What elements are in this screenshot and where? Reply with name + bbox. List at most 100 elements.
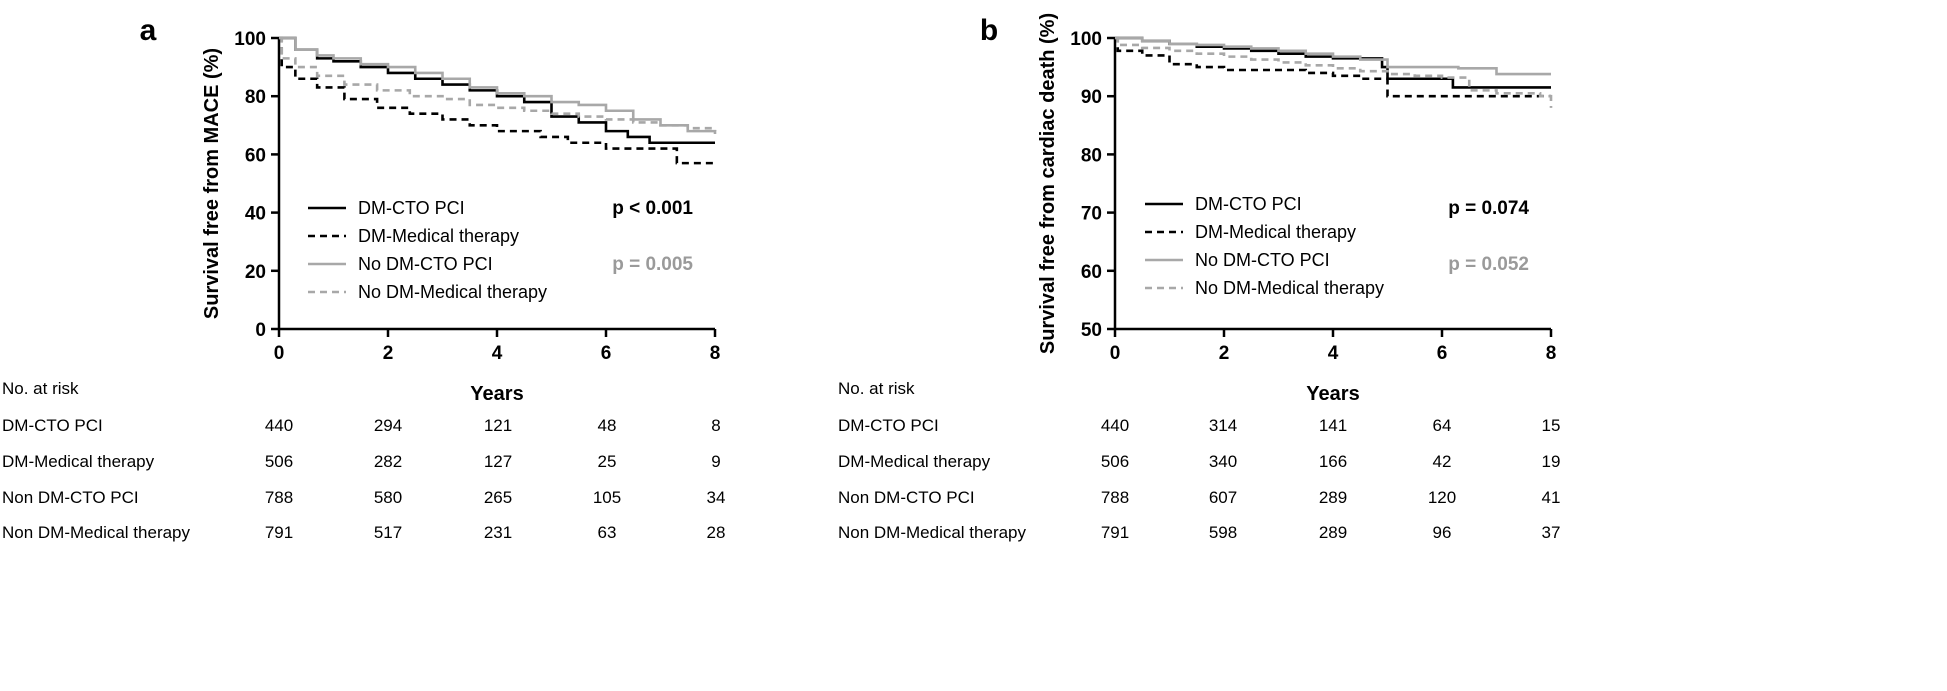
panel-label: a [140, 14, 157, 47]
series-line-no-dm-cto-pci [1115, 36, 1551, 76]
y-axis-title: Survival free from cardiac death (%) [1037, 13, 1059, 354]
y-tick-label: 20 [245, 262, 266, 283]
x-axis-title: Years [470, 383, 523, 405]
series-line-no-dm-medical-therapy [279, 36, 717, 132]
panel-a: a 0 20 40 60 80 100 0 2 4 6 8 Survival free from MAC… [2, 14, 725, 542]
risk-count: 28 [707, 523, 726, 542]
risk-count: 340 [1209, 452, 1237, 471]
risk-count: 141 [1319, 416, 1347, 435]
risk-count: 314 [1209, 416, 1237, 435]
risk-count: 788 [265, 488, 293, 507]
risk-count: 166 [1319, 452, 1347, 471]
y-tick-label: 100 [1070, 29, 1102, 50]
series-line-no-dm-cto-pci [279, 36, 717, 135]
p-value-label: p = 0.005 [612, 254, 693, 275]
x-tick-label: 6 [1437, 343, 1448, 364]
risk-count: 440 [265, 416, 293, 435]
risk-row-label: DM-CTO PCI [838, 416, 939, 435]
risk-count: 294 [374, 416, 402, 435]
risk-count: 265 [484, 488, 512, 507]
x-tick-label: 6 [601, 343, 612, 364]
risk-count: 517 [374, 523, 402, 542]
risk-count: 8 [711, 416, 720, 435]
legend-label-dm-cto-pci: DM-CTO PCI [1195, 194, 1302, 214]
y-tick-label: 60 [1081, 262, 1102, 283]
risk-count: 120 [1428, 488, 1456, 507]
risk-count: 64 [1433, 416, 1452, 435]
series-line-dm-medical-therapy [279, 36, 715, 165]
risk-count: 121 [484, 416, 512, 435]
y-tick-label: 50 [1081, 320, 1102, 341]
risk-count: 25 [598, 452, 617, 471]
risk-count: 42 [1433, 452, 1452, 471]
risk-count: 580 [374, 488, 402, 507]
p-value-label: p < 0.001 [612, 198, 693, 219]
y-tick-label: 40 [245, 204, 266, 225]
risk-count: 15 [1542, 416, 1561, 435]
risk-count: 289 [1319, 488, 1347, 507]
risk-row-label: Non DM-Medical therapy [2, 523, 191, 542]
series-line-dm-cto-pci [1115, 36, 1551, 89]
y-tick-label: 80 [1081, 145, 1102, 166]
panel-b: b 50 60 70 80 90 100 0 2 4 6 8 Survival free from ca… [838, 13, 1560, 542]
risk-count: 289 [1319, 523, 1347, 542]
risk-count: 506 [1101, 452, 1129, 471]
risk-row-label: Non DM-Medical therapy [838, 523, 1027, 542]
x-tick-label: 8 [1546, 343, 1557, 364]
risk-count: 607 [1209, 488, 1237, 507]
legend-label-no-dm-medical-therapy: No DM-Medical therapy [1195, 278, 1384, 298]
y-tick-label: 0 [255, 320, 266, 341]
risk-row-label: DM-CTO PCI [2, 416, 103, 435]
y-axis-title: Survival free from MACE (%) [201, 48, 223, 319]
risk-count: 63 [598, 523, 617, 542]
x-axis-title: Years [1306, 383, 1359, 405]
panel-label: b [980, 14, 998, 47]
risk-count: 127 [484, 452, 512, 471]
risk-row-label: DM-Medical therapy [2, 452, 155, 471]
risk-count: 34 [707, 488, 726, 507]
risk-count: 19 [1542, 452, 1561, 471]
x-tick-label: 0 [1110, 343, 1121, 364]
x-tick-label: 4 [1328, 343, 1339, 364]
y-tick-label: 70 [1081, 204, 1102, 225]
x-tick-label: 2 [383, 343, 394, 364]
risk-count: 791 [1101, 523, 1129, 542]
risk-count: 231 [484, 523, 512, 542]
legend-label-no-dm-cto-pci: No DM-CTO PCI [358, 254, 493, 274]
risk-count: 41 [1542, 488, 1561, 507]
risk-count: 598 [1209, 523, 1237, 542]
series-line-no-dm-medical-therapy [1115, 36, 1553, 108]
risk-count: 96 [1433, 523, 1452, 542]
risk-row-label: DM-Medical therapy [838, 452, 991, 471]
risk-count: 440 [1101, 416, 1129, 435]
risk-count: 48 [598, 416, 617, 435]
y-tick-label: 100 [234, 29, 266, 50]
legend-label-dm-medical-therapy: DM-Medical therapy [1195, 222, 1356, 242]
risk-count: 506 [265, 452, 293, 471]
risk-count: 37 [1542, 523, 1561, 542]
p-value-label: p = 0.074 [1448, 198, 1529, 219]
x-tick-label: 4 [492, 343, 503, 364]
legend-label-no-dm-medical-therapy: No DM-Medical therapy [358, 282, 547, 302]
legend-label-dm-cto-pci: DM-CTO PCI [358, 198, 465, 218]
risk-row-label: Non DM-CTO PCI [838, 488, 975, 507]
risk-count: 282 [374, 452, 402, 471]
p-value-label: p = 0.052 [1448, 254, 1529, 275]
risk-table-title: No. at risk [838, 379, 915, 398]
x-tick-label: 2 [1219, 343, 1230, 364]
risk-count: 788 [1101, 488, 1129, 507]
y-tick-label: 80 [245, 87, 266, 108]
risk-count: 791 [265, 523, 293, 542]
y-tick-label: 60 [245, 145, 266, 166]
risk-row-label: Non DM-CTO PCI [2, 488, 139, 507]
x-tick-label: 8 [710, 343, 721, 364]
risk-count: 105 [593, 488, 621, 507]
risk-table-title: No. at risk [2, 379, 79, 398]
y-tick-label: 90 [1081, 87, 1102, 108]
legend-label-no-dm-cto-pci: No DM-CTO PCI [1195, 250, 1330, 270]
risk-count: 9 [711, 452, 720, 471]
x-tick-label: 0 [274, 343, 285, 364]
legend-label-dm-medical-therapy: DM-Medical therapy [358, 226, 519, 246]
series-line-dm-medical-therapy [1115, 36, 1551, 98]
